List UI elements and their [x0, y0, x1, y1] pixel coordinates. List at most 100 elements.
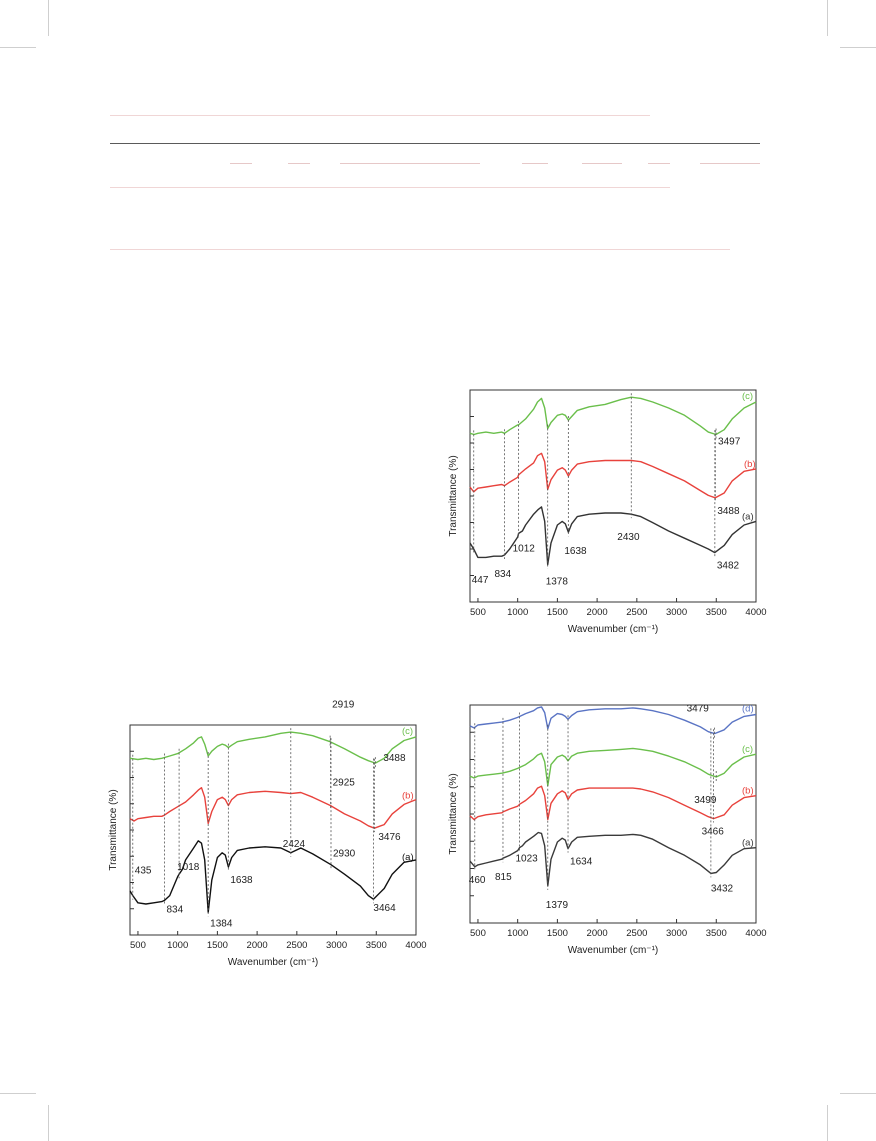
peak-label: 3464: [373, 903, 396, 914]
peak-label: 834: [494, 569, 511, 580]
chart-svg: 500 1000 1500 2000 2500 3000 3500 4000 Wavenumbe…: [448, 704, 767, 956]
spectrum-line-b: [469, 452, 757, 499]
ftir-chart-bottom-right: 500 1000 1500 2000 2500 3000 3500 4000 Wavenumbe…: [440, 700, 767, 970]
x-tick-label: 2500: [626, 607, 647, 618]
x-tick-label: 4000: [745, 607, 766, 618]
x-tick-label: 1500: [547, 607, 568, 618]
table-rule-segment: [700, 163, 760, 164]
peak-label: 2925: [333, 778, 356, 789]
ftir-chart-bottom-left: 500 1000 1500 2000 2500 3000 3500 4000 Wavenumbe…: [100, 700, 427, 982]
peak-label: 3479: [687, 704, 710, 715]
series-label: (c): [742, 391, 753, 402]
crop-mark: [840, 1093, 876, 1094]
x-tick-label: 2000: [247, 940, 268, 951]
table-rule-segment: [340, 163, 480, 164]
spectrum-line-a: [129, 840, 417, 914]
y-axis-title: Transmittance (%): [108, 789, 119, 870]
x-tick-label: 1500: [207, 940, 228, 951]
series-label: (d): [742, 704, 754, 715]
peak-label: 1012: [513, 543, 536, 554]
plot-frame: [469, 389, 757, 603]
peak-label: 2424: [283, 839, 306, 850]
x-axis-title: Wavenumber (cm⁻¹): [568, 945, 658, 956]
peak-label: 3432: [711, 883, 734, 894]
x-tick-label: 500: [470, 607, 486, 618]
x-tick-label: 3500: [706, 607, 727, 618]
peak-label: 1638: [564, 546, 587, 557]
peak-label: 1638: [230, 875, 253, 886]
peak-label: 3482: [717, 561, 740, 572]
table-rule-segment: [230, 163, 252, 164]
series-label: (b): [742, 786, 754, 797]
table-rule: [110, 187, 670, 188]
x-tick-label: 3500: [706, 928, 727, 939]
series-label: (a): [742, 511, 754, 522]
peak-label: 435: [135, 866, 152, 877]
x-tick-label: 500: [130, 940, 146, 951]
x-tick-label: 2500: [286, 940, 307, 951]
x-tick-label: 3000: [326, 940, 347, 951]
peak-label: 3476: [378, 832, 401, 843]
series-label: (a): [402, 852, 414, 863]
x-tick-label: 3000: [666, 607, 687, 618]
peak-label: 1379: [546, 900, 569, 911]
table-rule: [110, 249, 730, 250]
crop-mark: [840, 47, 876, 48]
peak-label: 1634: [570, 857, 593, 868]
spectrum-line-b: [469, 785, 757, 821]
table-rule-segment: [522, 163, 548, 164]
x-tick-label: 4000: [405, 940, 426, 951]
ftir-chart-top-right: 500 1000 1500 2000 2500 3000 3500 4000 Wavenumbe…: [440, 385, 767, 650]
table-rule: [110, 115, 650, 116]
x-tick-label: 1000: [167, 940, 188, 951]
x-tick-label: 3500: [366, 940, 387, 951]
chart-svg: 500 1000 1500 2000 2500 3000 3500 4000 Wavenumbe…: [448, 389, 767, 635]
x-tick-label: 2000: [587, 607, 608, 618]
crop-mark: [48, 1105, 49, 1141]
spectrum-line-a: [469, 831, 757, 887]
peak-label: 3488: [383, 753, 406, 764]
spectrum-line-c: [469, 396, 757, 436]
x-axis-title: Wavenumber (cm⁻¹): [568, 624, 658, 635]
x-tick-label: 3000: [666, 928, 687, 939]
series-label: (a): [742, 838, 754, 849]
series-label: (b): [402, 791, 414, 802]
x-tick-label: 2000: [587, 928, 608, 939]
x-axis-title: Wavenumber (cm⁻¹): [228, 957, 318, 968]
x-tick-label: 1000: [507, 928, 528, 939]
series-label: (c): [742, 744, 753, 755]
series-label: (b): [744, 459, 756, 470]
x-tick-label: 4000: [745, 928, 766, 939]
peak-label: 834: [166, 904, 183, 915]
crop-mark: [0, 47, 36, 48]
spectrum-line-d: [469, 706, 757, 735]
crop-mark: [827, 1105, 828, 1141]
x-tick-label: 2500: [626, 928, 647, 939]
series-label: (c): [402, 726, 413, 737]
table-rule-segment: [582, 163, 622, 164]
table-rule-segment: [288, 163, 310, 164]
y-axis-title: Transmittance (%): [448, 773, 459, 854]
chart-svg: 500 1000 1500 2000 2500 3000 3500 4000 Wavenumbe…: [108, 700, 427, 968]
x-tick-label: 500: [470, 928, 486, 939]
x-tick-label: 1000: [507, 607, 528, 618]
peak-label: 3497: [718, 436, 741, 447]
y-axis-title: Transmittance (%): [448, 455, 459, 536]
table-rule: [110, 143, 760, 144]
peak-label: 3488: [717, 506, 740, 517]
peak-label: 1023: [515, 854, 538, 865]
spectrum-line-c: [129, 731, 417, 764]
spectrum-line-c: [469, 747, 757, 787]
peak-label: 2919: [332, 700, 355, 711]
spectrum-line-a: [469, 506, 757, 566]
crop-mark: [827, 0, 828, 36]
peak-label: 1384: [210, 918, 233, 929]
x-tick-label: 1500: [547, 928, 568, 939]
table-rule-segment: [648, 163, 670, 164]
crop-mark: [48, 0, 49, 36]
peak-label: 3499: [694, 795, 717, 806]
peak-label: 460: [469, 875, 486, 886]
peak-label: 815: [495, 872, 512, 883]
peak-label: 1018: [177, 862, 200, 873]
crop-mark: [0, 1093, 36, 1094]
